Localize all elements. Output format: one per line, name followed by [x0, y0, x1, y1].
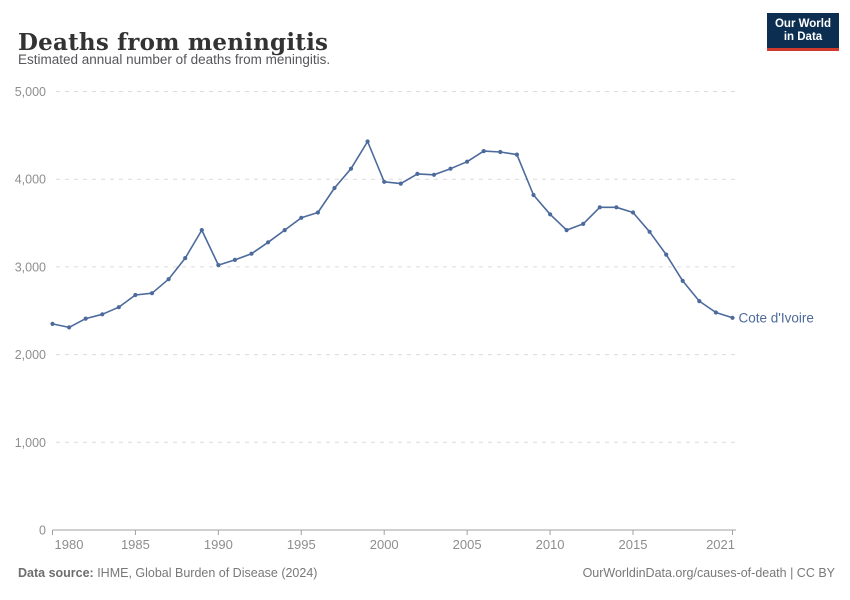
data-point[interactable]: [216, 263, 221, 268]
x-tick-label: 1980: [55, 537, 84, 552]
data-point[interactable]: [332, 185, 337, 191]
data-source-label: Data source:: [18, 566, 94, 580]
x-tick-label: 1995: [287, 537, 316, 552]
data-point[interactable]: [465, 159, 470, 164]
data-point[interactable]: [315, 210, 320, 215]
data-point[interactable]: [713, 310, 719, 315]
data-point[interactable]: [548, 212, 553, 217]
x-tick-label: 2021: [706, 537, 735, 552]
y-tick-label: 3,000: [15, 260, 46, 274]
owid-logo-line2: in Data: [783, 30, 823, 43]
data-point[interactable]: [697, 299, 702, 304]
data-source-text: IHME, Global Burden of Disease (2024): [93, 566, 318, 580]
series-end-label[interactable]: Cote d'Ivoire: [739, 310, 814, 325]
series-line[interactable]: [52, 140, 733, 329]
data-point[interactable]: [398, 181, 403, 186]
data-point[interactable]: [149, 291, 155, 296]
data-point[interactable]: [630, 210, 636, 215]
data-point[interactable]: [266, 240, 271, 245]
y-tick-label: 5,000: [15, 85, 46, 99]
data-point[interactable]: [531, 192, 536, 198]
y-tick-label: 0: [39, 524, 46, 538]
data-point[interactable]: [166, 277, 171, 282]
data-source-note: Data source: IHME, Global Burden of Dise…: [18, 566, 317, 580]
data-point[interactable]: [664, 252, 669, 257]
x-tick-label: 2010: [536, 537, 565, 552]
data-point[interactable]: [83, 316, 88, 321]
x-tick-label: 2005: [453, 537, 482, 552]
data-point[interactable]: [597, 205, 602, 210]
data-point[interactable]: [183, 256, 188, 261]
page-footer: Data source: IHME, Global Burden of Dise…: [18, 566, 835, 580]
data-point[interactable]: [282, 228, 287, 233]
data-point[interactable]: [67, 325, 72, 330]
data-point[interactable]: [730, 315, 735, 320]
data-point[interactable]: [431, 172, 437, 177]
y-tick-label: 2,000: [15, 348, 46, 362]
data-point[interactable]: [647, 229, 652, 234]
data-point[interactable]: [50, 321, 55, 326]
data-point[interactable]: [365, 139, 370, 144]
data-point[interactable]: [382, 179, 387, 184]
owid-logo-line1: Our World: [774, 17, 831, 30]
data-point[interactable]: [299, 215, 304, 220]
data-point[interactable]: [498, 149, 503, 155]
data-point[interactable]: [415, 171, 420, 176]
data-point[interactable]: [514, 152, 520, 157]
owid-logo[interactable]: Our World in Data: [767, 13, 839, 51]
x-tick-label: 1985: [121, 537, 150, 552]
data-point[interactable]: [581, 221, 586, 226]
chart-subtitle: Estimated annual number of deaths from m…: [18, 52, 331, 67]
data-point[interactable]: [116, 305, 121, 310]
data-point[interactable]: [133, 292, 138, 298]
data-point[interactable]: [249, 251, 254, 256]
data-point[interactable]: [100, 312, 105, 317]
data-point[interactable]: [564, 228, 569, 233]
x-tick-label: 2000: [370, 537, 399, 552]
data-point[interactable]: [232, 257, 237, 262]
x-tick-label: 2015: [619, 537, 648, 552]
page-title: Deaths from meningitis: [18, 29, 329, 57]
data-point[interactable]: [680, 278, 685, 283]
data-point[interactable]: [348, 166, 354, 171]
y-tick-label: 4,000: [15, 173, 46, 187]
credit-link[interactable]: OurWorldinData.org/causes-of-death | CC …: [582, 566, 835, 580]
y-tick-label: 1,000: [15, 436, 46, 450]
data-point[interactable]: [448, 166, 453, 171]
data-point[interactable]: [481, 149, 486, 154]
x-tick-label: 1990: [204, 537, 233, 552]
data-point[interactable]: [199, 228, 204, 233]
data-point[interactable]: [614, 205, 619, 210]
